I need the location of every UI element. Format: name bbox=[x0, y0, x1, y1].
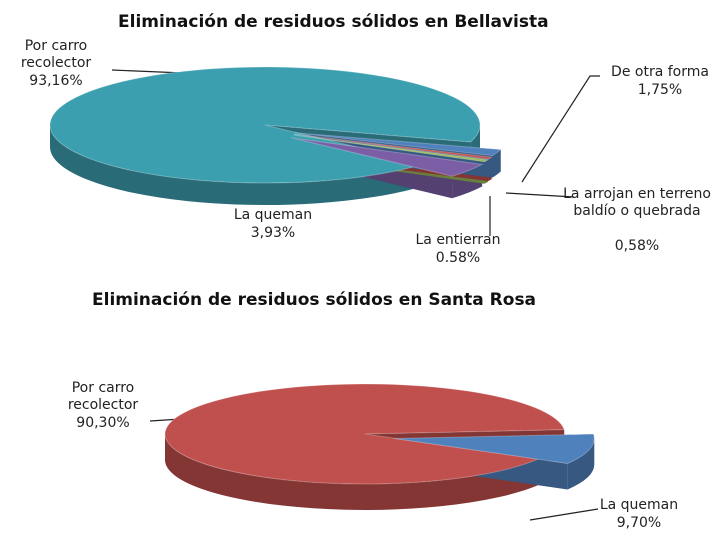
category-label: La entierran bbox=[415, 232, 501, 248]
value-label: 93,16% bbox=[29, 73, 83, 89]
leader-line bbox=[529, 508, 599, 521]
category-label: La arrojan en terreno baldío o quebrada bbox=[563, 186, 711, 219]
pie-tops bbox=[49, 66, 502, 184]
category-label: La queman bbox=[233, 207, 313, 223]
category-label: Por carro recolector bbox=[20, 38, 92, 71]
pie-slice-side bbox=[492, 149, 501, 178]
pie-slice bbox=[293, 134, 490, 163]
category-label: La queman bbox=[599, 497, 679, 513]
value-label: 0,58% bbox=[435, 250, 481, 262]
pie-slice-side bbox=[567, 438, 595, 490]
pie-slice bbox=[294, 133, 494, 160]
category-label: De otra forma bbox=[611, 64, 709, 80]
chart bbox=[149, 383, 599, 521]
pie-panel: Eliminación de residuos sólidos en Bella… bbox=[0, 0, 721, 262]
pie-slice-side bbox=[50, 125, 426, 206]
pie-slice bbox=[291, 137, 484, 177]
pie-slice bbox=[294, 132, 502, 157]
leader-line bbox=[505, 192, 575, 198]
chart-title: Eliminación de residuos sólidos en Santa… bbox=[92, 290, 537, 310]
pie-slice bbox=[394, 433, 595, 464]
chart bbox=[49, 66, 600, 236]
pie-panel: Eliminación de residuos sólidos en Santa… bbox=[0, 262, 721, 538]
pie-tops bbox=[164, 383, 595, 485]
chart-title: Eliminación de residuos sólidos en Bella… bbox=[118, 12, 549, 32]
category-label: Por carro recolector bbox=[67, 380, 139, 413]
leader-line bbox=[521, 75, 600, 183]
value-label: 3,93% bbox=[250, 225, 296, 241]
pie-slice-side bbox=[165, 434, 539, 510]
value-label: 9,70% bbox=[616, 515, 662, 531]
value-label: 1,75% bbox=[637, 82, 683, 98]
value-label: 0,58% bbox=[614, 238, 660, 254]
value-label: 90,30% bbox=[76, 415, 130, 431]
pie-slice bbox=[164, 383, 565, 485]
